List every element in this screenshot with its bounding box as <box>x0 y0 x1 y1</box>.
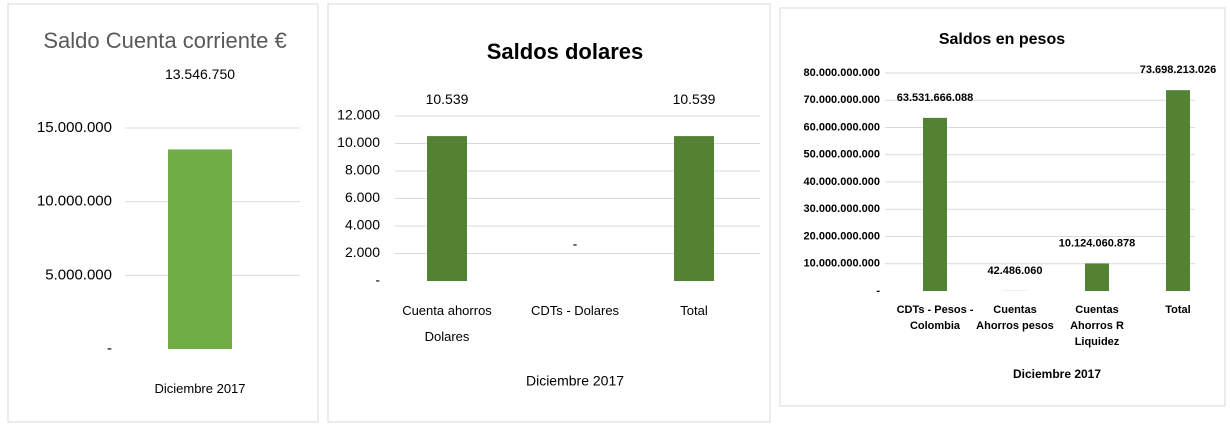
y-tick-label: 2.000 <box>345 244 380 260</box>
bar <box>168 149 232 349</box>
x-tick-label-text: Diciembre 2017 <box>154 381 246 396</box>
y-tick-label: 30.000.000.000 <box>804 203 880 215</box>
x-tick-label: Diciembre 2017 <box>154 381 246 396</box>
x-tick-label: Cuenta ahorros Dolares <box>402 303 492 344</box>
x-tick-label: Total <box>1165 304 1191 316</box>
panel <box>7 3 319 423</box>
y-tick-label: 10.000.000.000 <box>804 258 880 270</box>
chart-title: Saldo Cuenta corriente € <box>43 28 286 53</box>
y-tick-label: 10.000 <box>337 134 380 150</box>
x-tick-label: Cuentas Ahorros pesos <box>976 304 1054 332</box>
bar <box>1166 90 1190 292</box>
panel <box>779 7 1226 407</box>
y-tick-label: 15.000.000 <box>37 119 112 136</box>
data-label: 13.546.750 <box>165 66 235 82</box>
data-label: 42.486.060 <box>987 265 1042 277</box>
x-tick-label-text: Total <box>1165 304 1191 316</box>
x-axis-title: Diciembre 2017 <box>526 373 624 389</box>
data-label: - <box>573 236 578 252</box>
y-tick-label: 5.000.000 <box>45 266 112 283</box>
data-label: 10.539 <box>426 91 469 107</box>
y-tick-label: - <box>375 272 380 288</box>
y-tick-label: - <box>107 340 112 357</box>
y-tick-label: 6.000 <box>345 189 380 205</box>
y-tick-label: 40.000.000.000 <box>804 176 880 188</box>
bar <box>427 136 467 281</box>
y-tick-label: 80.000.000.000 <box>804 67 880 79</box>
y-tick-label: 4.000 <box>345 217 380 233</box>
x-tick-label: CDTs - Dolares <box>530 303 620 318</box>
x-tick-label-text: Cuenta ahorros Dolares <box>402 303 492 344</box>
y-tick-label: 50.000.000.000 <box>804 149 880 161</box>
x-tick-label-text: Cuentas Ahorros R Liquidez <box>1070 304 1124 348</box>
chart-title: Saldos en pesos <box>939 31 1065 48</box>
data-label: 10.124.060.878 <box>1059 237 1135 249</box>
x-tick-label-text: Cuentas Ahorros pesos <box>976 304 1054 332</box>
y-tick-label: 10.000.000 <box>37 193 112 210</box>
x-tick-label-text: CDTs - Pesos - Colombia <box>896 304 974 332</box>
y-tick-label: 70.000.000.000 <box>804 94 880 106</box>
y-tick-label: 8.000 <box>345 162 380 178</box>
x-axis-title: Diciembre 2017 <box>1013 367 1101 381</box>
x-tick-label-text: Total <box>680 303 708 318</box>
chart-title: Saldos dolares <box>487 39 644 64</box>
bar <box>1085 263 1109 291</box>
bar <box>674 136 714 281</box>
y-tick-label: 20.000.000.000 <box>804 230 880 242</box>
y-tick-label: 60.000.000.000 <box>804 121 880 133</box>
y-tick-label: - <box>876 285 880 297</box>
x-tick-label-text: CDTs - Dolares <box>530 303 620 318</box>
data-label: 73.698.213.026 <box>1140 64 1216 76</box>
data-label: 63.531.666.088 <box>897 92 973 104</box>
x-tick-label: CDTs - Pesos - Colombia <box>896 304 974 332</box>
bar <box>923 117 947 291</box>
data-label: 10.539 <box>673 91 716 107</box>
x-tick-label: Cuentas Ahorros R Liquidez <box>1070 304 1124 348</box>
y-tick-label: 12.000 <box>337 107 380 123</box>
x-tick-label: Total <box>680 303 708 318</box>
